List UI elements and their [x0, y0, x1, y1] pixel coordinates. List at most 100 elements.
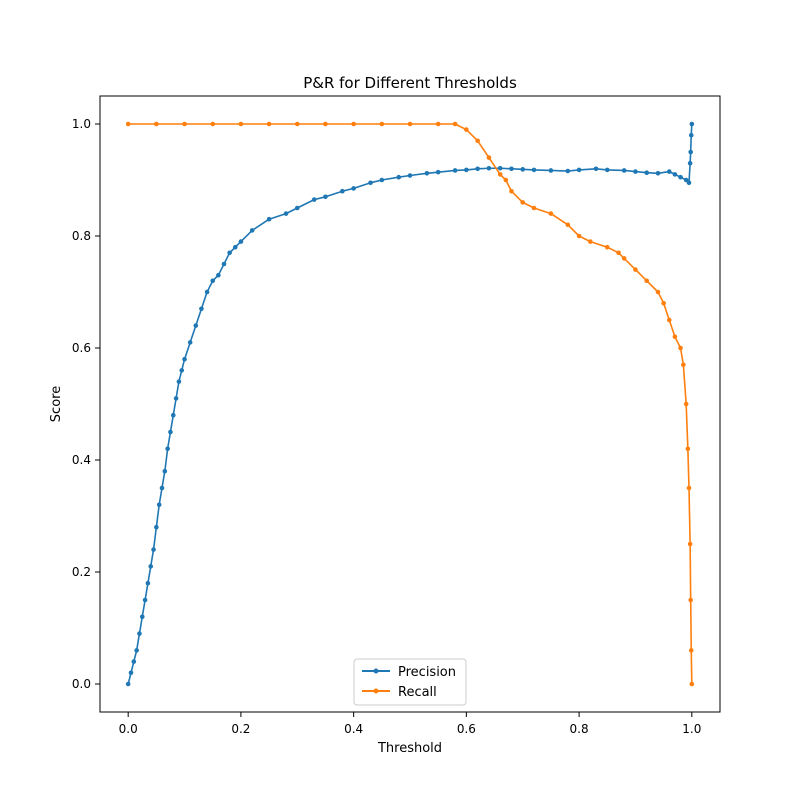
- precision-point: [128, 670, 134, 676]
- recall-point: [210, 121, 216, 127]
- x-tick-label: 0.2: [231, 722, 250, 736]
- recall-point: [644, 278, 650, 284]
- recall-point: [688, 648, 694, 653]
- plot-area: [125, 121, 695, 687]
- precision-point: [593, 166, 599, 172]
- precision-point: [199, 306, 204, 312]
- precision-point: [176, 379, 182, 384]
- recall-point: [238, 121, 244, 127]
- precision-point: [249, 228, 255, 233]
- precision-point: [204, 289, 210, 295]
- precision-point: [294, 205, 300, 211]
- recall-point: [565, 222, 571, 228]
- precision-point: [396, 174, 402, 180]
- recall-point: [681, 362, 686, 368]
- precision-point: [368, 180, 373, 186]
- precision-point: [678, 174, 683, 180]
- recall-point: [464, 127, 469, 132]
- precision-point: [173, 396, 179, 401]
- recall-point: [520, 200, 526, 205]
- recall-point: [531, 205, 537, 211]
- precision-point: [379, 177, 385, 183]
- precision-point: [311, 197, 317, 202]
- precision-point: [187, 340, 193, 345]
- recall-point: [616, 250, 621, 256]
- recall-point: [588, 239, 593, 244]
- recall-point: [351, 121, 356, 127]
- recall-point: [452, 121, 458, 127]
- recall-point: [683, 401, 689, 407]
- y-tick-label: 0.8: [72, 229, 91, 243]
- recall-point: [475, 138, 480, 144]
- precision-point: [486, 165, 492, 171]
- precision-point: [407, 173, 413, 178]
- legend-recall-marker: [373, 688, 379, 694]
- x-axis-label: Threshold: [377, 741, 442, 756]
- legend-precision-label: Precision: [398, 665, 456, 680]
- y-axis-ticks: 0.0 0.2 0.4 0.6 0.8 1.0: [72, 117, 100, 691]
- x-axis-ticks: 0.0 0.2 0.4 0.6 0.8 1.0: [119, 712, 701, 736]
- precision-point: [531, 167, 537, 173]
- precision-point: [232, 244, 238, 250]
- precision-point: [497, 165, 503, 171]
- recall-point: [548, 211, 554, 216]
- precision-point: [137, 631, 142, 636]
- precision-point: [162, 468, 168, 474]
- precision-point: [548, 168, 554, 173]
- precision-point: [154, 524, 159, 530]
- x-tick-label: 0.4: [344, 722, 363, 736]
- recall-point: [407, 121, 413, 127]
- x-tick-label: 0.0: [119, 722, 138, 736]
- recall-point: [621, 256, 627, 261]
- recall-point: [266, 121, 272, 127]
- precision-point: [520, 167, 526, 172]
- legend-recall-label: Recall: [398, 685, 437, 700]
- precision-point: [666, 169, 672, 174]
- precision-point: [435, 169, 441, 175]
- recall-point: [154, 121, 159, 127]
- recall-point: [323, 121, 328, 127]
- precision-point: [145, 580, 151, 586]
- recall-point: [685, 446, 691, 452]
- recall-point: [666, 317, 672, 323]
- precision-point: [221, 261, 227, 267]
- precision-point: [148, 564, 154, 569]
- recall-point: [661, 300, 666, 306]
- y-tick-label: 0.6: [72, 341, 91, 355]
- precision-point: [672, 172, 678, 177]
- precision-point: [688, 132, 694, 138]
- recall-point: [633, 267, 638, 272]
- legend: Precision Recall: [353, 658, 467, 706]
- x-tick-label: 0.8: [570, 722, 589, 736]
- precision-point: [683, 177, 689, 183]
- y-axis-label: Score: [49, 386, 64, 422]
- precision-point: [688, 149, 693, 155]
- precision-point: [170, 412, 176, 418]
- recall-point: [686, 485, 692, 491]
- recall-point: [604, 244, 610, 250]
- chart-title: P&R for Different Thresholds: [303, 74, 517, 92]
- recall-point: [689, 681, 695, 687]
- recall-point: [294, 121, 300, 127]
- plot-frame: [99, 95, 721, 713]
- precision-point: [165, 446, 170, 452]
- precision-point: [125, 681, 131, 687]
- precision-point: [159, 485, 165, 491]
- precision-point: [644, 170, 650, 176]
- precision-point: [151, 547, 156, 552]
- precision-point: [351, 186, 356, 191]
- legend-precision-marker: [373, 668, 379, 674]
- precision-point: [156, 502, 162, 508]
- precision-point: [323, 194, 328, 200]
- recall-point: [672, 334, 678, 340]
- x-tick-label: 0.6: [457, 722, 476, 736]
- recall-point: [655, 289, 661, 295]
- precision-point: [179, 368, 185, 373]
- recall-point: [509, 188, 514, 194]
- recall-point: [125, 121, 131, 127]
- precision-point: [576, 167, 582, 173]
- precision-point: [686, 180, 692, 186]
- recall-point: [503, 177, 509, 183]
- precision-point: [689, 121, 695, 127]
